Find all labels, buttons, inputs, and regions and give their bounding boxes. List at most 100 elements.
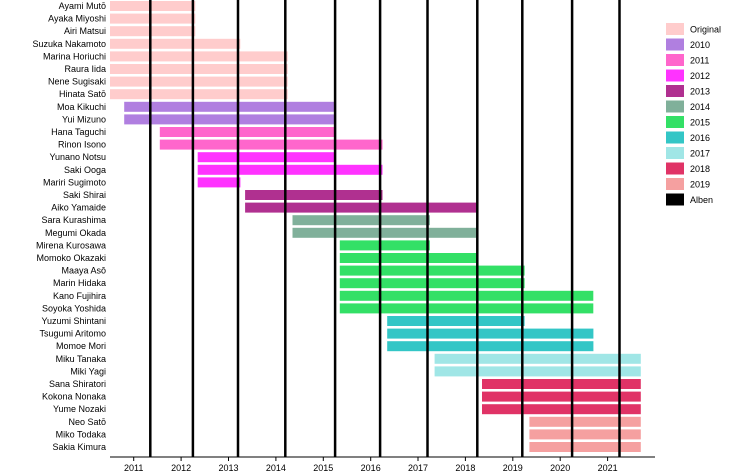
member-name-label: Marin Hidaka xyxy=(53,278,106,288)
x-tick-label: 2021 xyxy=(598,463,618,473)
member-bar xyxy=(124,101,336,112)
legend-swatch xyxy=(666,178,684,190)
member-bar xyxy=(482,404,641,415)
legend-label: Original xyxy=(690,25,721,35)
member-name-label: Marina Horiuchi xyxy=(43,51,106,61)
member-name-labels: Ayami Mutō Ayaka Miyoshi Airi Matsui Suzuka… xyxy=(32,1,106,452)
member-name-label: Airi Matsui xyxy=(64,26,106,36)
member-bar xyxy=(292,215,430,226)
member-name-label: Mirena Kurosawa xyxy=(36,240,106,250)
member-bar xyxy=(482,391,641,402)
legend-label: 2013 xyxy=(690,87,710,97)
member-bar xyxy=(197,177,241,188)
member-name-label: Sara Kurashima xyxy=(41,215,106,225)
member-bar xyxy=(245,190,383,200)
member-bar xyxy=(197,152,336,163)
member-bar xyxy=(482,379,641,389)
member-name-label: Kokona Nonaka xyxy=(42,392,106,402)
x-tick-label: 2012 xyxy=(171,463,191,473)
member-name-label: Moa Kikuchi xyxy=(57,102,106,112)
legend-label: 2010 xyxy=(690,40,710,50)
legend-label: 2019 xyxy=(690,180,710,190)
member-name-label: Aiko Yamaide xyxy=(51,203,106,213)
member-bar xyxy=(529,416,641,427)
legend-swatch xyxy=(666,85,684,97)
member-name-label: Tsugumi Aritomo xyxy=(39,329,106,339)
legend-label: 2015 xyxy=(690,118,710,128)
x-axis: 2011 2012 2013 2014 2015 2016 2017 2018 2019 2020… xyxy=(110,456,655,473)
member-name-label: Yume Nozaki xyxy=(53,404,106,414)
legend-swatch xyxy=(666,38,684,51)
member-name-label: Rinon Isono xyxy=(58,140,106,150)
legend: Original 2010 2011 2012 2013 2014 2015 2016 2017… xyxy=(666,23,721,206)
legend-label: 2017 xyxy=(690,149,710,159)
member-name-label: Sana Shiratori xyxy=(49,379,106,389)
x-tick-label: 2016 xyxy=(361,463,381,473)
member-bar xyxy=(529,442,641,452)
member-bar xyxy=(339,265,525,276)
member-name-label: Neo Satō xyxy=(68,417,106,427)
member-bar xyxy=(110,89,288,100)
member-name-label: Yuzumi Shintani xyxy=(41,316,106,326)
legend-label: 2011 xyxy=(690,56,709,66)
legend-swatch xyxy=(666,100,684,113)
member-name-label: Kano Fujihira xyxy=(53,291,106,301)
member-bar xyxy=(110,13,196,24)
x-tick-label: 2017 xyxy=(408,463,428,473)
x-tick-label: 2018 xyxy=(455,463,475,473)
legend-swatch xyxy=(666,162,684,175)
member-bar xyxy=(110,26,196,37)
legend-swatch xyxy=(666,23,684,35)
x-tick-label: 2020 xyxy=(550,463,570,473)
member-name-label: Megumi Okada xyxy=(45,228,106,238)
member-name-label: Miki Yagi xyxy=(70,366,106,376)
member-bar xyxy=(339,240,430,251)
legend-label: 2014 xyxy=(690,102,710,112)
legend-swatch xyxy=(666,116,684,128)
member-bar xyxy=(434,366,641,377)
member-bar xyxy=(110,38,241,49)
legend-swatch xyxy=(666,193,684,206)
member-name-label: Saki Shirai xyxy=(63,190,106,200)
album-release-lines xyxy=(149,0,621,457)
member-name-label: Yui Mizuno xyxy=(62,114,106,124)
legend-swatch xyxy=(666,69,684,82)
x-tick-label: 2019 xyxy=(503,463,523,473)
legend-swatch xyxy=(666,131,684,144)
member-bar xyxy=(197,164,383,175)
member-name-label: Maaya Asō xyxy=(61,266,106,276)
member-bar xyxy=(529,429,641,440)
member-name-label: Nene Sugisaki xyxy=(48,77,106,87)
member-name-label: Soyoka Yoshida xyxy=(42,303,106,313)
member-name-label: Yunano Notsu xyxy=(49,152,106,162)
member-bar xyxy=(292,227,478,238)
member-bar xyxy=(434,353,641,364)
member-bar xyxy=(339,303,594,314)
member-bar xyxy=(110,76,288,87)
member-bar xyxy=(387,316,525,326)
member-bar xyxy=(110,64,288,74)
member-name-label: Sakia Kimura xyxy=(52,442,106,452)
member-name-label: Miku Tanaka xyxy=(56,354,106,364)
member-name-label: Miko Todaka xyxy=(56,429,106,439)
member-bar xyxy=(339,278,525,289)
legend-swatch xyxy=(666,147,684,159)
member-bar xyxy=(124,114,336,125)
legend-label: Alben xyxy=(690,195,713,205)
member-bars xyxy=(110,1,641,452)
legend-swatch xyxy=(666,54,684,66)
legend-label: 2012 xyxy=(690,71,710,81)
member-name-label: Raura Iida xyxy=(64,64,106,74)
x-tick-label: 2013 xyxy=(218,463,238,473)
member-bar xyxy=(159,127,336,137)
legend-label: 2016 xyxy=(690,133,710,143)
member-name-label: Suzuka Nakamoto xyxy=(32,39,106,49)
member-name-label: Momoko Okazaki xyxy=(36,253,106,263)
member-name-label: Mariri Sugimoto xyxy=(43,177,106,187)
member-name-label: Saki Ooga xyxy=(64,165,106,175)
member-name-label: Ayami Mutō xyxy=(59,1,106,11)
member-bar xyxy=(245,202,478,213)
member-name-label: Ayaka Miyoshi xyxy=(48,14,106,24)
member-bar xyxy=(159,139,383,150)
